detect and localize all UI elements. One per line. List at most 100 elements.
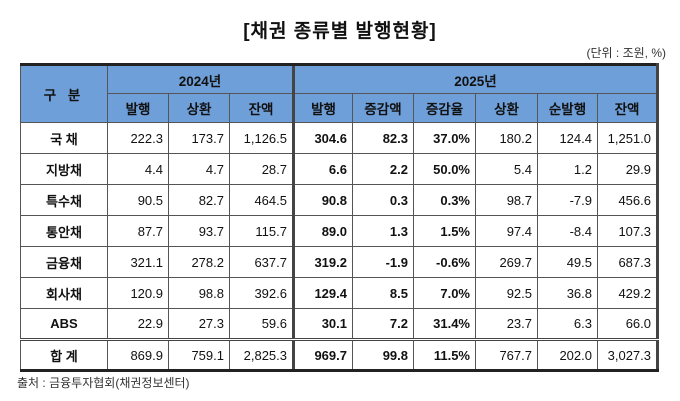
table-cell: 759.1 <box>168 338 230 372</box>
table-cell: 6.6 <box>292 153 353 185</box>
table-cell: 464.5 <box>229 184 294 216</box>
table-cell: 120.9 <box>107 277 169 309</box>
table-cell: 687.3 <box>597 246 659 278</box>
table-cell: 2,825.3 <box>229 338 294 372</box>
table-cell: 429.2 <box>597 277 659 309</box>
table-cell: 456.6 <box>597 184 659 216</box>
table-cell: 2.2 <box>352 153 414 185</box>
source-note: 출처 : 금융투자협회(채권정보센터) <box>17 376 190 390</box>
table-cell: 11.5% <box>413 338 476 372</box>
table-cell: 30.1 <box>292 308 353 340</box>
table-cell: 22.9 <box>107 308 169 340</box>
subheader-2025: 증감율 <box>413 93 476 123</box>
table-cell: 49.5 <box>537 246 598 278</box>
table-title: [채권 종류별 발행현황] <box>243 21 437 42</box>
table-cell: 767.7 <box>475 338 538 372</box>
header-category: 구 분 <box>20 63 108 123</box>
table-cell: 202.0 <box>537 338 598 372</box>
unit-label: (단위 : 조원, %) <box>586 46 667 60</box>
subheader-2025: 상환 <box>475 93 538 123</box>
subheader-2025: 잔액 <box>597 93 659 123</box>
row-label: 국 채 <box>20 122 108 154</box>
table-cell: 28.7 <box>229 153 294 185</box>
table-cell: 29.9 <box>597 153 659 185</box>
table-cell: 1.3 <box>352 215 414 247</box>
table-row: ABS 22.9 27.3 59.6 30.1 7.2 31.4% 23.7 6.3 66.0 <box>20 308 659 340</box>
table-cell: 107.3 <box>597 215 659 247</box>
table-cell: 4.4 <box>107 153 169 185</box>
table-cell: 66.0 <box>597 308 659 340</box>
table-cell: 0.3% <box>413 184 476 216</box>
table-cell: 319.2 <box>292 246 353 278</box>
table-cell: 87.7 <box>107 215 169 247</box>
table-cell: -7.9 <box>537 184 598 216</box>
subheader-2025: 발행 <box>292 93 353 123</box>
table-cell: 4.7 <box>168 153 230 185</box>
table-cell: 92.5 <box>475 277 538 309</box>
table-cell: 321.1 <box>107 246 169 278</box>
table-cell: -8.4 <box>537 215 598 247</box>
table-cell: 3,027.3 <box>597 338 659 372</box>
table-row: 특수채 90.5 82.7 464.5 90.8 0.3 0.3% 98.7 -7.9 456.6 <box>20 184 659 216</box>
header-2024: 2024년 <box>107 63 294 94</box>
table-row: 지방채 4.4 4.7 28.7 6.6 2.2 50.0% 5.4 1.2 29.9 <box>20 153 659 185</box>
table-cell: 7.0% <box>413 277 476 309</box>
table-cell: 269.7 <box>475 246 538 278</box>
row-label: 회사채 <box>20 277 108 309</box>
row-label: 금융채 <box>20 246 108 278</box>
table-cell: 7.2 <box>352 308 414 340</box>
table-cell: 27.3 <box>168 308 230 340</box>
table-cell: 1,251.0 <box>597 122 659 154</box>
subheader-2025: 순발행 <box>537 93 598 123</box>
table-row: 합 계 869.9 759.1 2,825.3 969.7 99.8 11.5% 767.7 2… <box>20 338 659 372</box>
table-cell: 5.4 <box>475 153 538 185</box>
table-cell: 98.7 <box>475 184 538 216</box>
table-row: 통안채 87.7 93.7 115.7 89.0 1.3 1.5% 97.4 -8.4 107.3 <box>20 215 659 247</box>
row-label: 지방채 <box>20 153 108 185</box>
table-cell: 278.2 <box>168 246 230 278</box>
table-cell: 36.8 <box>537 277 598 309</box>
table-cell: 304.6 <box>292 122 353 154</box>
table-cell: 129.4 <box>292 277 353 309</box>
table-cell: 82.7 <box>168 184 230 216</box>
table-cell: 637.7 <box>229 246 294 278</box>
table-cell: 180.2 <box>475 122 538 154</box>
row-label: ABS <box>20 308 108 340</box>
table-cell: 50.0% <box>413 153 476 185</box>
table-cell: 82.3 <box>352 122 414 154</box>
subheader-2024: 상환 <box>168 93 230 123</box>
bond-issuance-table: 구 분 2024년 2025년 발행 상환 잔액 발행 증감액 증감율 상환 순발행 잔액 국 … <box>20 63 659 372</box>
table-row: 회사채 120.9 98.8 392.6 129.4 8.5 7.0% 92.5 36.8 429… <box>20 277 659 309</box>
table-cell: 115.7 <box>229 215 294 247</box>
row-label: 합 계 <box>20 338 108 372</box>
table-cell: 93.7 <box>168 215 230 247</box>
table-cell: -1.9 <box>352 246 414 278</box>
subheader-2024: 잔액 <box>229 93 294 123</box>
table-cell: 90.5 <box>107 184 169 216</box>
table-row: 국 채 222.3 173.7 1,126.5 304.6 82.3 37.0% 180.2 1… <box>20 122 659 154</box>
table-cell: 89.0 <box>292 215 353 247</box>
table-cell: 6.3 <box>537 308 598 340</box>
subheader-2024: 발행 <box>107 93 169 123</box>
table-cell: 90.8 <box>292 184 353 216</box>
table-cell: 0.3 <box>352 184 414 216</box>
table-cell: 124.4 <box>537 122 598 154</box>
table-cell: 392.6 <box>229 277 294 309</box>
table-cell: 59.6 <box>229 308 294 340</box>
table-cell: 23.7 <box>475 308 538 340</box>
table-cell: 31.4% <box>413 308 476 340</box>
table-cell: 173.7 <box>168 122 230 154</box>
table-cell: 1,126.5 <box>229 122 294 154</box>
table-row: 금융채 321.1 278.2 637.7 319.2 -1.9 -0.6% 269.7 49.… <box>20 246 659 278</box>
table-cell: 1.5% <box>413 215 476 247</box>
row-label: 통안채 <box>20 215 108 247</box>
table-cell: 869.9 <box>107 338 169 372</box>
table-cell: 8.5 <box>352 277 414 309</box>
table-cell: 37.0% <box>413 122 476 154</box>
table-cell: 969.7 <box>292 338 353 372</box>
row-label: 특수채 <box>20 184 108 216</box>
table-cell: 1.2 <box>537 153 598 185</box>
table-cell: 222.3 <box>107 122 169 154</box>
table-cell: 97.4 <box>475 215 538 247</box>
subheader-2025: 증감액 <box>352 93 414 123</box>
